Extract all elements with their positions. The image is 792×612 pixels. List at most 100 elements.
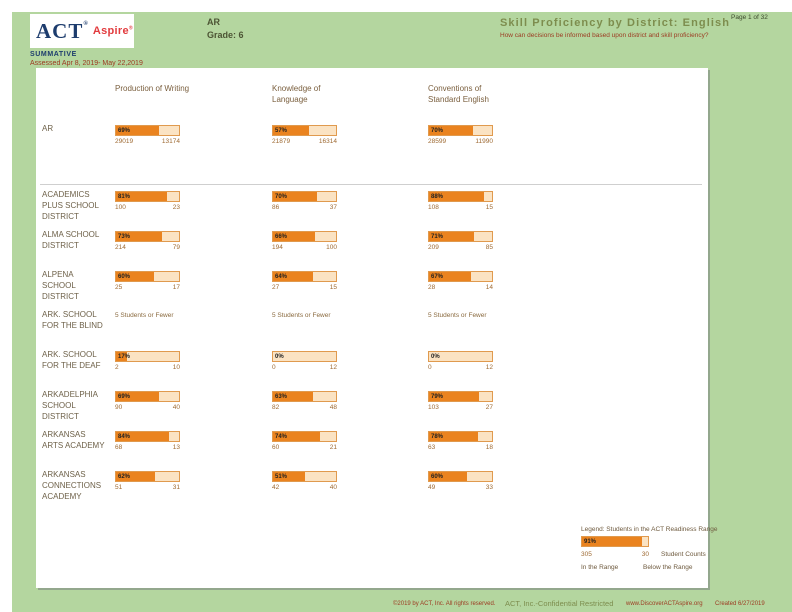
legend-in-range-count: 305 — [581, 551, 592, 558]
student-counts: 42 40 — [272, 484, 337, 491]
proficiency-bar: 88% — [428, 191, 493, 202]
proficiency-bar-fill — [273, 272, 314, 281]
below-range-count: 48 — [329, 404, 337, 411]
footer-created-date: Created 6/27/2019 — [715, 601, 765, 607]
column-header: Knowledge of Language — [272, 84, 320, 106]
district-name: ACADEMICS PLUS SCHOOL DISTRICT — [42, 190, 99, 221]
proficiency-percent: 81% — [118, 194, 131, 200]
proficiency-bar: 0% — [428, 351, 493, 362]
proficiency-percent: 57% — [275, 128, 288, 134]
student-counts: 51 31 — [115, 484, 180, 491]
proficiency-bar-fill — [429, 272, 472, 281]
proficiency-bar-fill — [429, 472, 467, 481]
column-header-line: Knowledge of — [272, 84, 321, 93]
proficiency-bar-fill — [273, 126, 309, 135]
table-row: ARKANSAS CONNECTIONS ACADEMY 62% 51 31 51% 42… — [36, 470, 708, 511]
district-name: ARK. SCHOOL FOR THE BLIND — [42, 310, 103, 330]
student-counts: 0 12 — [428, 364, 493, 371]
proficiency-percent: 64% — [275, 274, 288, 280]
proficiency-percent: 0% — [431, 354, 440, 360]
proficiency-bar: 63% — [272, 391, 337, 402]
student-counts: 100 23 — [115, 204, 180, 211]
student-counts: 63 18 — [428, 444, 493, 451]
grade-label: Grade: 6 — [207, 30, 244, 41]
proficiency-percent: 84% — [118, 434, 131, 440]
table-row: ARK. SCHOOL FOR THE DEAF 17% 2 10 0% 0 12 0% 0 12 — [36, 350, 708, 391]
below-range-count: 11990 — [475, 138, 493, 145]
legend-bar: 91% — [581, 536, 649, 547]
in-range-count: 42 — [272, 484, 280, 491]
proficiency-bar-fill — [116, 472, 156, 481]
below-range-count: 100 — [326, 244, 337, 251]
table-row: ALMA SCHOOL DISTRICT 73% 214 79 66% 194 100 71%… — [36, 230, 708, 271]
proficiency-percent: 69% — [118, 128, 131, 134]
report-title: Skill Proficiency by District: English — [500, 17, 731, 29]
proficiency-bar: 0% — [272, 351, 337, 362]
student-counts: 103 27 — [428, 404, 493, 411]
legend-below-range-count: 30 — [641, 551, 649, 558]
below-range-count: 85 — [485, 244, 493, 251]
proficiency-bar: 60% — [115, 271, 180, 282]
legend-title: Legend: Students in the ACT Readiness Ra… — [581, 526, 718, 533]
report-panel: Production of Writing Knowledge of Languag… — [36, 68, 717, 588]
student-counts: 0 12 — [272, 364, 337, 371]
program-label: SUMMATIVE — [30, 51, 77, 58]
below-range-count: 16314 — [318, 138, 337, 145]
proficiency-percent: 67% — [431, 274, 444, 280]
in-range-count: 29019 — [115, 138, 134, 145]
proficiency-bar: 73% — [115, 231, 180, 242]
in-range-count: 25 — [115, 284, 123, 291]
district-name: ARKADELPHIA SCHOOL DISTRICT — [42, 390, 98, 421]
proficiency-percent: 69% — [118, 394, 131, 400]
student-counts: 28599 11990 — [428, 138, 493, 145]
footer-copyright: ©2019 by ACT, Inc. All rights reserved. — [393, 601, 496, 607]
proficiency-bar-fill — [273, 192, 318, 201]
below-range-count: 12 — [329, 364, 337, 371]
proficiency-bar: 84% — [115, 431, 180, 442]
in-range-count: 49 — [428, 484, 436, 491]
in-range-count: 214 — [115, 244, 126, 251]
district-name: AR — [42, 124, 54, 133]
proficiency-percent: 66% — [275, 234, 288, 240]
student-counts: 27 15 — [272, 284, 337, 291]
suppressed-data-note: 5 Students or Fewer — [428, 312, 487, 319]
student-counts: 82 48 — [272, 404, 337, 411]
assessment-window: Assessed Apr 8, 2019- May 22,2019 — [30, 60, 143, 67]
table-row: ALPENA SCHOOL DISTRICT 60% 25 17 64% 27 15 67% 2… — [36, 270, 708, 311]
student-counts: 60 21 — [272, 444, 337, 451]
below-range-count: 13 — [172, 444, 180, 451]
registered-mark-icon: ® — [83, 20, 89, 27]
proficiency-bar: 70% — [272, 191, 337, 202]
below-range-count: 37 — [329, 204, 337, 211]
proficiency-bar: 67% — [428, 271, 493, 282]
proficiency-bar: 71% — [428, 231, 493, 242]
table-row: ARKANSAS ARTS ACADEMY 84% 68 13 74% 60 21 78% 63… — [36, 430, 708, 471]
column-header: Production of Writing — [115, 84, 189, 95]
student-counts: 68 13 — [115, 444, 180, 451]
below-range-count: 31 — [172, 484, 180, 491]
in-range-count: 28 — [428, 284, 436, 291]
proficiency-bar: 51% — [272, 471, 337, 482]
proficiency-percent: 60% — [118, 274, 131, 280]
proficiency-percent: 88% — [431, 194, 444, 200]
below-range-count: 40 — [172, 404, 180, 411]
act-aspire-logo: ACT® Aspire® — [30, 14, 134, 48]
below-range-count: 40 — [329, 484, 337, 491]
column-header: Conventions of Standard English — [428, 84, 489, 106]
in-range-count: 209 — [428, 244, 439, 251]
below-range-count: 21 — [329, 444, 337, 451]
in-range-count: 68 — [115, 444, 123, 451]
act-logo-text: ACT® — [36, 18, 89, 43]
suppressed-data-note: 5 Students or Fewer — [115, 312, 174, 319]
legend-bar-percent: 91% — [584, 539, 597, 545]
proficiency-bar-fill — [116, 352, 127, 361]
legend-counts-label: Student Counts — [661, 551, 706, 558]
proficiency-percent: 51% — [275, 474, 288, 480]
report-subtitle: How can decisions be informed based upon… — [500, 32, 709, 39]
district-name: ARKANSAS CONNECTIONS ACADEMY — [42, 470, 102, 501]
proficiency-bar: 62% — [115, 471, 180, 482]
table-row: AR 69% 29019 13174 57% 21879 16314 70% 28599 1199… — [36, 124, 708, 165]
proficiency-bar-fill — [273, 472, 306, 481]
below-range-count: 33 — [485, 484, 493, 491]
proficiency-bar-fill — [116, 432, 169, 441]
